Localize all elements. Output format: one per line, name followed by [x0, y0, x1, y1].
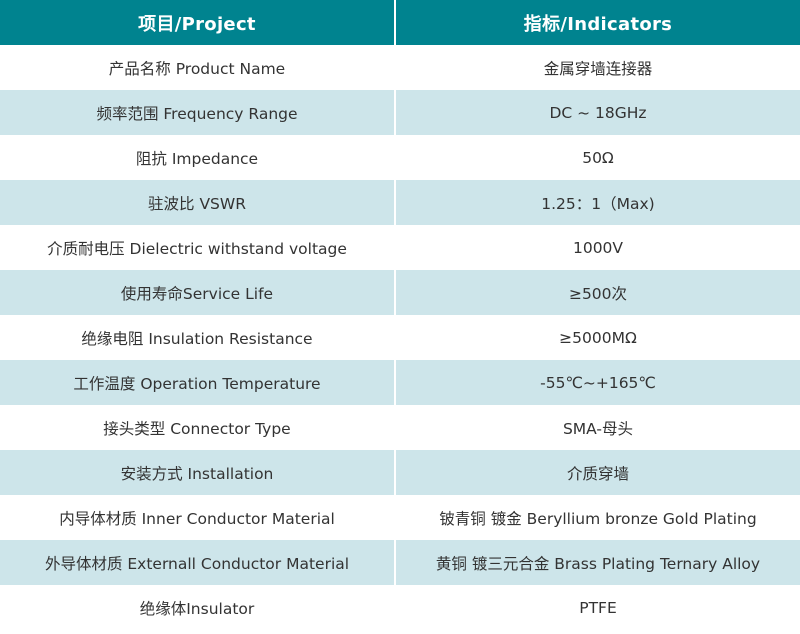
table-row: 外导体材质 Externall Conductor Material 黄铜 镀三… [0, 540, 800, 585]
row-item-frequency-range: 频率范围 Frequency Range [0, 90, 396, 135]
row-item-vswr: 驻波比 VSWR [0, 180, 396, 225]
row-value-service-life: ≥500次 [396, 270, 800, 315]
row-value-installation: 介质穿墙 [396, 450, 800, 495]
table-row: 接头类型 Connector Type SMA-母头 [0, 405, 800, 450]
table-header-row: 项目/Project 指标/Indicators [0, 0, 800, 45]
row-item-impedance: 阻抗 Impedance [0, 135, 396, 180]
row-item-service-life: 使用寿命Service Life [0, 270, 396, 315]
row-value-insulator: PTFE [396, 585, 800, 630]
table-row: 绝缘电阻 Insulation Resistance ≥5000MΩ [0, 315, 800, 360]
table-row: 驻波比 VSWR 1.25：1（Max) [0, 180, 800, 225]
row-item-operation-temperature: 工作温度 Operation Temperature [0, 360, 396, 405]
table-row: 使用寿命Service Life ≥500次 [0, 270, 800, 315]
table-row: 介质耐电压 Dielectric withstand voltage 1000V [0, 225, 800, 270]
row-item-external-conductor: 外导体材质 Externall Conductor Material [0, 540, 396, 585]
row-value-inner-conductor: 铍青铜 镀金 Beryllium bronze Gold Plating [396, 495, 800, 540]
table-row: 阻抗 Impedance 50Ω [0, 135, 800, 180]
header-project: 项目/Project [0, 0, 396, 45]
row-value-connector-type: SMA-母头 [396, 405, 800, 450]
header-indicators: 指标/Indicators [396, 0, 800, 45]
row-value-product-name: 金属穿墙连接器 [396, 45, 800, 90]
row-item-installation: 安装方式 Installation [0, 450, 396, 495]
table-row: 安装方式 Installation 介质穿墙 [0, 450, 800, 495]
row-value-dielectric-voltage: 1000V [396, 225, 800, 270]
table-row: 频率范围 Frequency Range DC ~ 18GHz [0, 90, 800, 135]
table-row: 产品名称 Product Name 金属穿墙连接器 [0, 45, 800, 90]
row-value-frequency-range: DC ~ 18GHz [396, 90, 800, 135]
table-row: 绝缘体Insulator PTFE [0, 585, 800, 630]
row-item-inner-conductor: 内导体材质 Inner Conductor Material [0, 495, 396, 540]
row-value-insulation-resistance: ≥5000MΩ [396, 315, 800, 360]
row-value-operation-temperature: -55℃~+165℃ [396, 360, 800, 405]
row-value-impedance: 50Ω [396, 135, 800, 180]
row-item-insulation-resistance: 绝缘电阻 Insulation Resistance [0, 315, 396, 360]
table-row: 工作温度 Operation Temperature -55℃~+165℃ [0, 360, 800, 405]
table-row: 内导体材质 Inner Conductor Material 铍青铜 镀金 Be… [0, 495, 800, 540]
row-item-dielectric-voltage: 介质耐电压 Dielectric withstand voltage [0, 225, 396, 270]
row-item-product-name: 产品名称 Product Name [0, 45, 396, 90]
row-item-insulator: 绝缘体Insulator [0, 585, 396, 630]
row-value-vswr: 1.25：1（Max) [396, 180, 800, 225]
row-item-connector-type: 接头类型 Connector Type [0, 405, 396, 450]
row-value-external-conductor: 黄铜 镀三元合金 Brass Plating Ternary Alloy [396, 540, 800, 585]
